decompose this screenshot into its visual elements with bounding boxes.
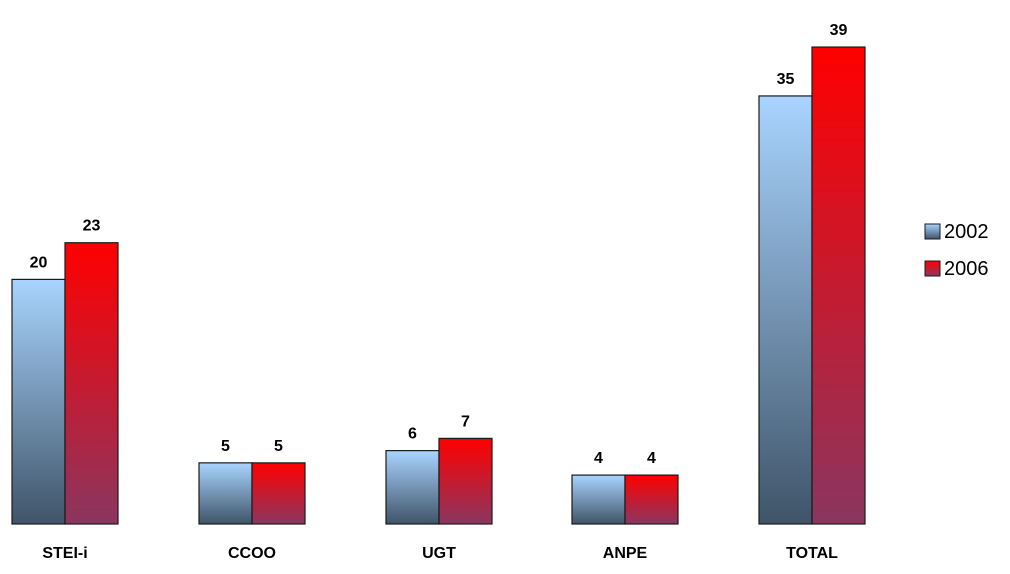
category-label-ccoo: CCOO xyxy=(228,545,276,562)
data-label-total-2006: 39 xyxy=(830,22,848,39)
legend-swatch-2002 xyxy=(924,223,941,240)
data-label-anpe-2006: 4 xyxy=(647,450,656,467)
bar-stei-i-2006 xyxy=(64,242,119,525)
category-label-ugt: UGT xyxy=(422,545,456,562)
category-axis-labels: STEI-i CCOO UGT ANPE TOTAL xyxy=(42,545,838,562)
bar-ccoo-2006 xyxy=(251,462,306,525)
bar-total-2006 xyxy=(811,46,866,525)
bar-anpe-2002 xyxy=(571,474,626,525)
category-label-stei-i: STEI-i xyxy=(42,545,87,562)
category-label-total: TOTAL xyxy=(786,545,838,562)
data-labels-layer: 20 23 5 5 6 7 4 4 35 39 xyxy=(30,22,848,467)
data-label-ugt-2002: 6 xyxy=(408,426,417,443)
bar-stei-i-2002 xyxy=(11,278,66,525)
data-label-ccoo-2006: 5 xyxy=(274,438,283,455)
category-label-anpe: ANPE xyxy=(603,545,648,562)
bar-ugt-2006 xyxy=(438,437,493,525)
data-label-ccoo-2002: 5 xyxy=(221,438,230,455)
legend-label-2002: 2002 xyxy=(944,221,989,243)
legend-label-2006: 2006 xyxy=(944,258,989,280)
data-label-anpe-2002: 4 xyxy=(594,450,603,467)
data-label-ugt-2006: 7 xyxy=(461,413,470,430)
bar-total-2002 xyxy=(758,95,813,525)
data-label-stei-i-2002: 20 xyxy=(30,254,48,271)
bar-ccoo-2002 xyxy=(198,462,253,525)
data-label-total-2002: 35 xyxy=(777,71,795,88)
bars-layer xyxy=(11,46,866,525)
data-label-stei-i-2006: 23 xyxy=(83,218,101,235)
bar-ugt-2002 xyxy=(385,450,440,525)
bar-anpe-2006 xyxy=(624,474,679,525)
legend: 2002 2006 xyxy=(924,221,989,280)
legend-swatch-2006 xyxy=(924,260,941,277)
